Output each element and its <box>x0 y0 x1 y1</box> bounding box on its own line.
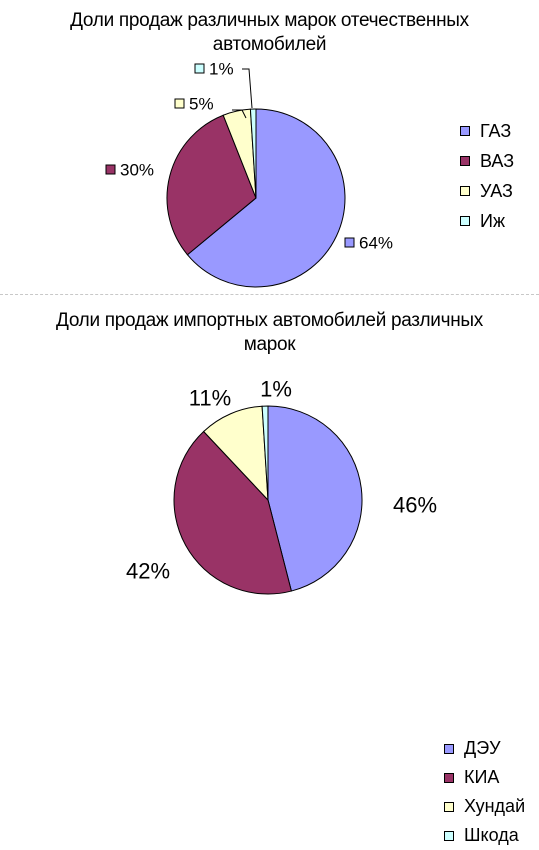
legend-swatch <box>444 743 454 754</box>
legend-swatch <box>460 126 470 136</box>
leader-line <box>232 109 247 119</box>
legend-swatch <box>460 186 470 196</box>
legend-item-газ: ГАЗ <box>460 116 514 146</box>
legend-item-иж: Иж <box>460 206 514 236</box>
chart-divider <box>0 294 539 295</box>
pie-slice-ваз <box>166 114 257 256</box>
legend-item-уаз: УАЗ <box>460 176 514 206</box>
legend-item-киа: КИА <box>444 763 525 792</box>
data-label-text: 5% <box>189 95 214 114</box>
data-label: 1% <box>194 60 234 79</box>
data-label: 42% <box>126 559 170 584</box>
data-label: 1% <box>260 377 292 402</box>
legend-label: УАЗ <box>480 180 513 201</box>
legend-label: Хундай <box>464 796 526 816</box>
chart-panel-import: Доли продаж импортных автомобилей различ… <box>0 296 539 845</box>
legend-item-дэу: ДЭУ <box>444 734 525 763</box>
chart-title: Доли продаж импортных автомобилей различ… <box>0 309 539 357</box>
chart-title-line: марок <box>243 334 296 355</box>
pie-slice-киа <box>173 430 292 595</box>
chart-title-line: автомобилей <box>212 34 327 55</box>
data-label-swatch <box>344 237 355 248</box>
pie-slice-дэу <box>267 405 363 592</box>
data-label: 46% <box>393 493 437 518</box>
legend-label: ДЭУ <box>464 738 501 758</box>
data-label-text: 1% <box>209 60 234 79</box>
legend-swatch <box>460 216 470 226</box>
pie-slice-газ <box>186 108 346 288</box>
chart-panel-domestic: Доли продаж различных марок отечественны… <box>0 0 539 295</box>
data-label-text: 42% <box>126 559 170 584</box>
data-label-text: 64% <box>359 234 393 253</box>
data-label-swatch <box>194 63 205 74</box>
leader-line <box>242 68 253 109</box>
legend-item-шкода: Шкода <box>444 821 525 850</box>
chart-title-line: Доли продаж различных марок отечественны… <box>70 10 469 31</box>
legend-item-хундай: Хундай <box>444 792 525 821</box>
data-label: 11% <box>189 386 231 411</box>
data-label-text: 46% <box>393 493 437 518</box>
data-label-text: 1% <box>260 377 292 402</box>
data-label-text: 30% <box>120 161 154 180</box>
legend-swatch <box>444 801 454 812</box>
legend-item-ваз: ВАЗ <box>460 146 514 176</box>
data-label-text: 11% <box>189 386 231 411</box>
data-label: 30% <box>105 161 154 180</box>
legend-swatch <box>444 830 454 841</box>
data-label-swatch <box>174 98 185 109</box>
legend-swatch <box>444 772 454 783</box>
pie-chart: 46% 42% 11% 1% <box>126 377 437 595</box>
pie-slice-хундай <box>202 405 269 502</box>
data-label-swatch <box>105 164 116 175</box>
legend-label: Иж <box>480 210 505 231</box>
legend-label: КИА <box>464 767 500 787</box>
chart-legend: ДЭУ КИА Хундай Шкода <box>444 734 525 850</box>
chart-title-line: Доли продаж импортных автомобилей различ… <box>56 310 483 331</box>
pie-slice-иж <box>249 108 257 199</box>
chart-legend: ГАЗ ВАЗ УАЗ Иж <box>460 116 514 236</box>
legend-swatch <box>460 156 470 166</box>
legend-label: Шкода <box>464 825 519 845</box>
pie-chart: 64% 30% 5% 1% <box>105 60 393 288</box>
data-label: 64% <box>344 234 393 253</box>
pie-slice-шкода <box>261 405 269 501</box>
data-label: 5% <box>174 95 214 114</box>
legend-label: ГАЗ <box>480 120 512 141</box>
chart-title: Доли продаж различных марок отечественны… <box>0 9 539 57</box>
legend-label: ВАЗ <box>480 150 515 171</box>
